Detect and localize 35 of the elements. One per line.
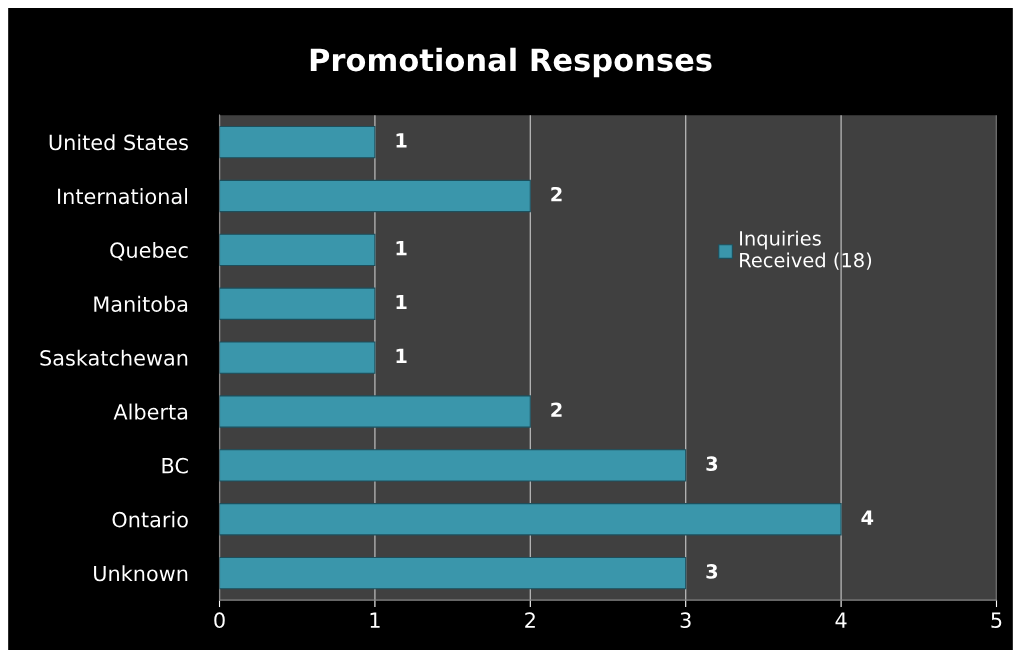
legend-label: Inquiries Received (18) [740,230,872,270]
data-label: 3 [706,564,718,579]
bar [219,556,687,590]
data-label: 1 [396,294,407,310]
y-tick-label: Saskatchewan [40,349,188,366]
x-tick-label: 2 [525,612,535,628]
y-tick-label: Unknown [94,565,188,582]
y-tick-label: International [58,188,188,205]
bar [219,125,376,159]
data-label: 1 [396,348,407,363]
y-tick-label: BC [162,457,188,474]
data-label: 4 [861,510,874,525]
bar [219,341,376,374]
data-label: 2 [551,186,562,202]
x-tick-label: 5 [991,612,1002,629]
y-tick-label: Ontario [112,511,188,528]
bar [219,287,376,320]
x-tick-label: 4 [835,612,847,628]
x-tick-label: 3 [680,612,691,629]
x-tick-label: 0 [214,612,225,629]
x-tick-label: 1 [370,612,380,628]
bar [219,233,376,267]
y-tick-label: Quebec [110,241,188,261]
data-label: 1 [396,241,407,256]
y-tick-label: United States [49,134,188,151]
bar [219,449,687,482]
data-label: 1 [396,133,407,148]
y-tick-label: Alberta [113,403,188,420]
data-label: 3 [706,456,718,472]
data-label: 2 [551,402,562,417]
bar [219,395,531,428]
bar [219,503,842,536]
y-tick-label: Manitoba [94,295,188,312]
bar [219,179,531,213]
chart-title: Promotional Responses [310,47,712,78]
